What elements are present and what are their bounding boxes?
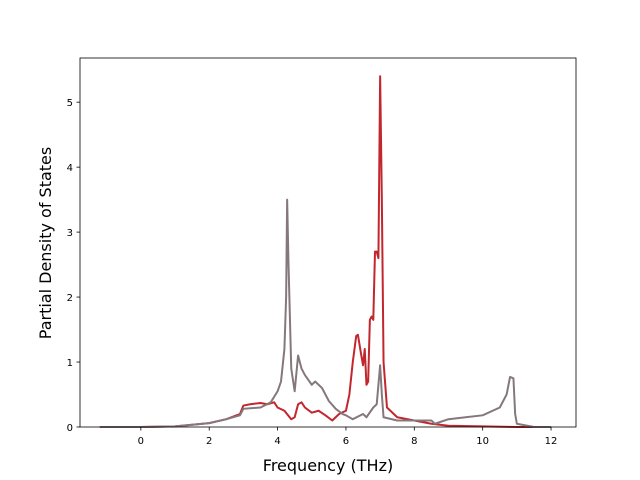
x-tick-label: 10 xyxy=(476,436,489,447)
y-tick-label: 3 xyxy=(67,228,73,239)
y-axis-label: Partial Density of States xyxy=(36,147,55,339)
x-tick-label: 8 xyxy=(411,436,417,447)
y-tick-label: 0 xyxy=(67,423,73,434)
x-tick-label: 6 xyxy=(343,436,349,447)
x-tick-label: 0 xyxy=(138,436,144,447)
x-tick-label: 2 xyxy=(206,436,212,447)
x-tick-label: 12 xyxy=(545,436,558,447)
y-tick-label: 1 xyxy=(67,358,73,369)
data-line xyxy=(99,198,552,428)
y-tick-label: 4 xyxy=(67,163,73,174)
y-tick-label: 5 xyxy=(67,98,73,109)
x-axis-label: Frequency (THz) xyxy=(263,456,393,475)
x-tick-label: 4 xyxy=(274,436,280,447)
y-tick-label: 2 xyxy=(67,293,73,304)
plot-frame xyxy=(79,57,577,428)
data-line xyxy=(99,75,552,428)
